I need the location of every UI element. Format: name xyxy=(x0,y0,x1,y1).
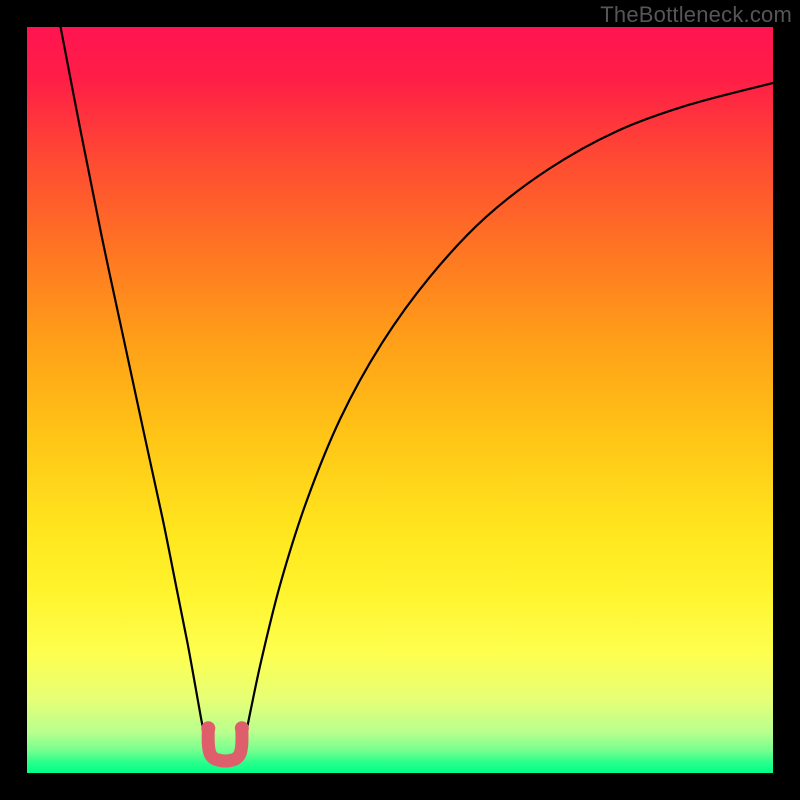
curve-layer xyxy=(27,27,773,773)
outer-frame: TheBottleneck.com xyxy=(0,0,800,800)
left-curve xyxy=(61,27,209,753)
watermark-text: TheBottleneck.com xyxy=(600,2,792,28)
plot-area xyxy=(27,27,773,773)
u-marker-left-cap xyxy=(201,721,215,735)
u-marker-right-cap xyxy=(235,721,249,735)
right-curve xyxy=(242,83,773,753)
